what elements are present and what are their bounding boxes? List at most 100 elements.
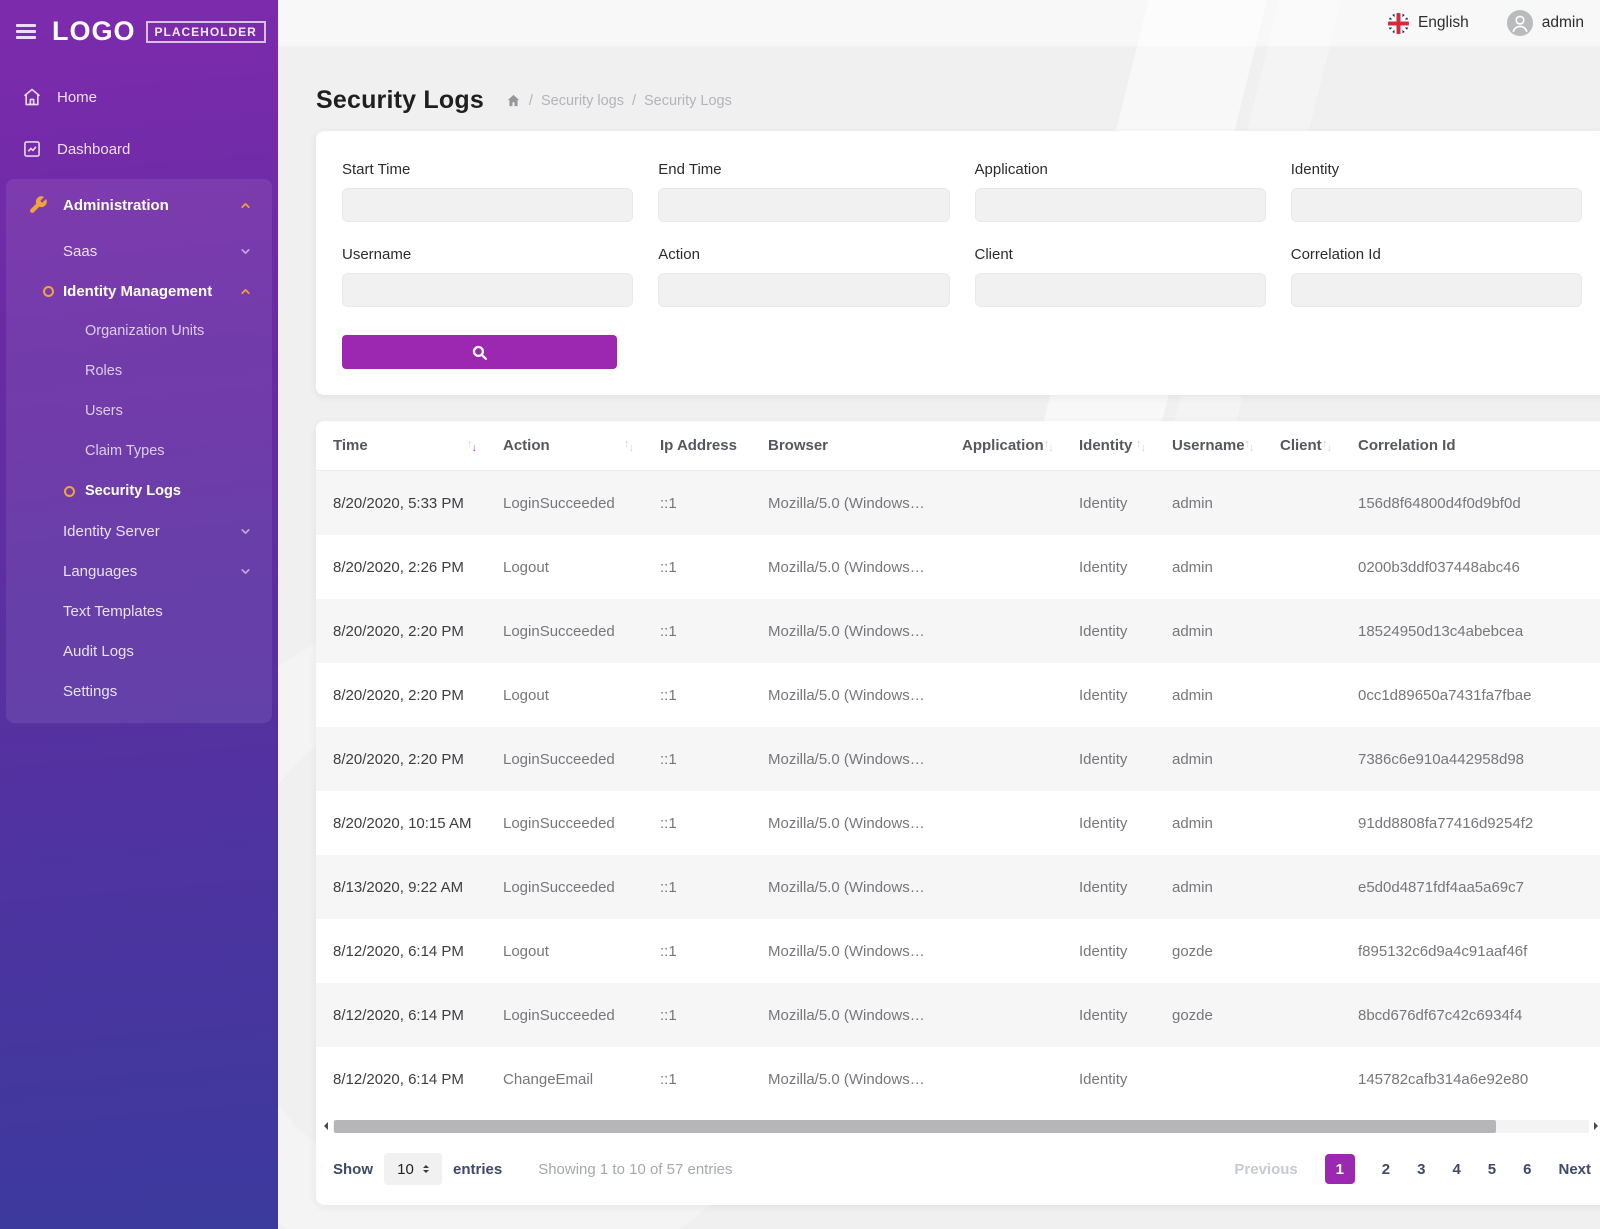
language-selector[interactable]: English (1387, 12, 1469, 34)
cell-browser: Mozilla/5.0 (Windows… (768, 942, 925, 960)
sidebar-item-security-logs[interactable]: Security Logs (6, 471, 272, 511)
cell-action: LoginSucceeded (503, 878, 615, 896)
column-header-time[interactable]: Time ↑ ↓ (333, 421, 503, 470)
sidebar-item-administration[interactable]: Administration (6, 179, 272, 231)
breadcrumb-item[interactable]: Security logs (540, 92, 624, 109)
next-page-button[interactable]: Next (1558, 1160, 1591, 1178)
cell-ip-address: ::1 (660, 1070, 677, 1088)
cell-action: ChangeEmail (503, 1070, 594, 1088)
sidebar-item-saas[interactable]: Saas (6, 231, 272, 271)
cell-browser: Mozilla/5.0 (Windows… (768, 814, 925, 832)
hamburger-bar (16, 30, 36, 33)
user-menu[interactable]: admin (1506, 10, 1584, 36)
search-button[interactable] (342, 335, 617, 369)
cell-action: Logout (503, 686, 549, 704)
cell-identity: Identity (1079, 750, 1128, 768)
column-header-application[interactable]: Application ↑ ↓ (962, 421, 1079, 470)
previous-page-button[interactable]: Previous (1234, 1160, 1298, 1178)
entries-summary: Showing 1 to 10 of 57 entries (538, 1160, 733, 1178)
main-area: English admin Security Logs / (138, 0, 1600, 1229)
end-time-input[interactable] (658, 188, 950, 222)
sidebar-item-label: Languages (63, 562, 138, 580)
cell-correlation-id: f895132c6d9a4c91aaf46f (1358, 942, 1528, 960)
page-button-6[interactable]: 6 (1523, 1160, 1532, 1178)
scrollbar-track[interactable] (333, 1119, 1589, 1133)
scrollbar-thumb[interactable] (334, 1119, 1496, 1133)
sidebar: LOGO PLACEHOLDER Home Dashboard Administra… (0, 0, 278, 1229)
start-time-input[interactable] (342, 188, 634, 222)
column-label: Client (1280, 437, 1322, 454)
filter-field-correlation-id: Correlation Id (1290, 246, 1582, 307)
sort-icon: ↑ ↓ (1322, 437, 1332, 454)
page-button-2[interactable]: 2 (1381, 1160, 1391, 1178)
cell-application (962, 855, 1079, 919)
sidebar-menu: Home Dashboard Administration Saas Identity … (0, 57, 278, 723)
username-label: admin (1541, 14, 1584, 31)
sort-icon: ↑ ↓ (1244, 437, 1255, 454)
sidebar-item-settings[interactable]: Settings (6, 671, 272, 711)
sidebar-item-claim-types[interactable]: Claim Types (6, 431, 272, 471)
page-button-4[interactable]: 4 (1452, 1160, 1461, 1178)
cell-ip-address: ::1 (660, 558, 677, 576)
table-scroll-area: Time ↑ ↓ Action ↑ ↓ Ip Address Browser Applicati… (316, 421, 1600, 1111)
page-button-3[interactable]: 3 (1417, 1160, 1426, 1178)
sidebar-item-text-templates[interactable]: Text Templates (6, 591, 272, 631)
sidebar-item-dashboard[interactable]: Dashboard (0, 123, 278, 175)
username-input[interactable] (342, 273, 634, 307)
cell-ip-address: ::1 (660, 750, 677, 768)
cell-application (962, 535, 1079, 599)
filter-label: End Time (658, 161, 722, 178)
column-header-identity[interactable]: Identity ↑ ↓ (1079, 421, 1172, 470)
active-bullet-icon (43, 285, 54, 297)
sidebar-item-home[interactable]: Home (0, 71, 278, 123)
cell-action: LoginSucceeded (503, 750, 615, 768)
cell-identity: Identity (1079, 814, 1128, 832)
logo-badge: PLACEHOLDER (145, 20, 266, 43)
table-row: 8/20/2020, 10:15 AM LoginSucceeded::1 Mozi… (316, 791, 1600, 855)
cell-username: admin (1172, 622, 1213, 640)
page-button-5[interactable]: 5 (1487, 1160, 1497, 1178)
page-size-select[interactable]: 10 (384, 1153, 442, 1185)
hamburger-menu-icon[interactable] (16, 24, 36, 39)
cell-application (962, 919, 1079, 983)
scroll-right-arrow[interactable] (1594, 1122, 1598, 1130)
wrench-icon (28, 195, 48, 215)
column-header-action[interactable]: Action ↑ ↓ (503, 421, 660, 470)
identity-input[interactable] (1290, 188, 1582, 222)
scroll-left-arrow[interactable] (324, 1122, 328, 1130)
hamburger-bar (16, 24, 36, 27)
chart-icon (22, 139, 42, 159)
table-row: 8/20/2020, 2:26 PM Logout::1 Mozilla/5.0 (… (316, 535, 1600, 599)
sidebar-item-languages[interactable]: Languages (6, 551, 272, 591)
column-header-username[interactable]: Username ↑ ↓ (1172, 421, 1280, 470)
cell-browser: Mozilla/5.0 (Windows… (768, 494, 925, 512)
sidebar-item-label: Dashboard (57, 140, 131, 158)
cell-client (1280, 599, 1358, 663)
cell-time: 8/20/2020, 5:33 PM (333, 494, 464, 512)
correlation-id-input[interactable] (1290, 273, 1582, 307)
page-button-1[interactable]: 1 (1324, 1154, 1355, 1184)
column-header-client[interactable]: Client ↑ ↓ (1280, 421, 1358, 470)
sidebar-item-users[interactable]: Users (6, 391, 272, 431)
home-icon (22, 87, 42, 107)
sidebar-item-identity-management[interactable]: Identity Management (6, 271, 272, 311)
sidebar-item-identity-server[interactable]: Identity Server (6, 511, 272, 551)
horizontal-scrollbar[interactable] (324, 1119, 1598, 1133)
cell-identity: Identity (1079, 878, 1128, 896)
logo[interactable]: LOGO PLACEHOLDER (52, 16, 266, 47)
column-label: Identity (1079, 437, 1133, 454)
sidebar-item-roles[interactable]: Roles (6, 351, 272, 391)
client-input[interactable] (974, 273, 1266, 307)
cell-time: 8/20/2020, 2:20 PM (333, 750, 464, 768)
sort-icon: ↑ ↓ (1043, 437, 1054, 454)
action-input[interactable] (658, 273, 950, 307)
page-head: Security Logs / Security logs / Security… (316, 86, 1600, 115)
sidebar-item-audit-logs[interactable]: Audit Logs (6, 631, 272, 671)
application-input[interactable] (974, 188, 1266, 222)
sidebar-item-organization-units[interactable]: Organization Units (6, 311, 272, 351)
cell-browser: Mozilla/5.0 (Windows… (768, 558, 925, 576)
cell-browser: Mozilla/5.0 (Windows… (768, 878, 925, 896)
column-label: Action (503, 437, 550, 454)
home-icon[interactable] (506, 93, 521, 108)
filter-label: Application (974, 161, 1048, 178)
